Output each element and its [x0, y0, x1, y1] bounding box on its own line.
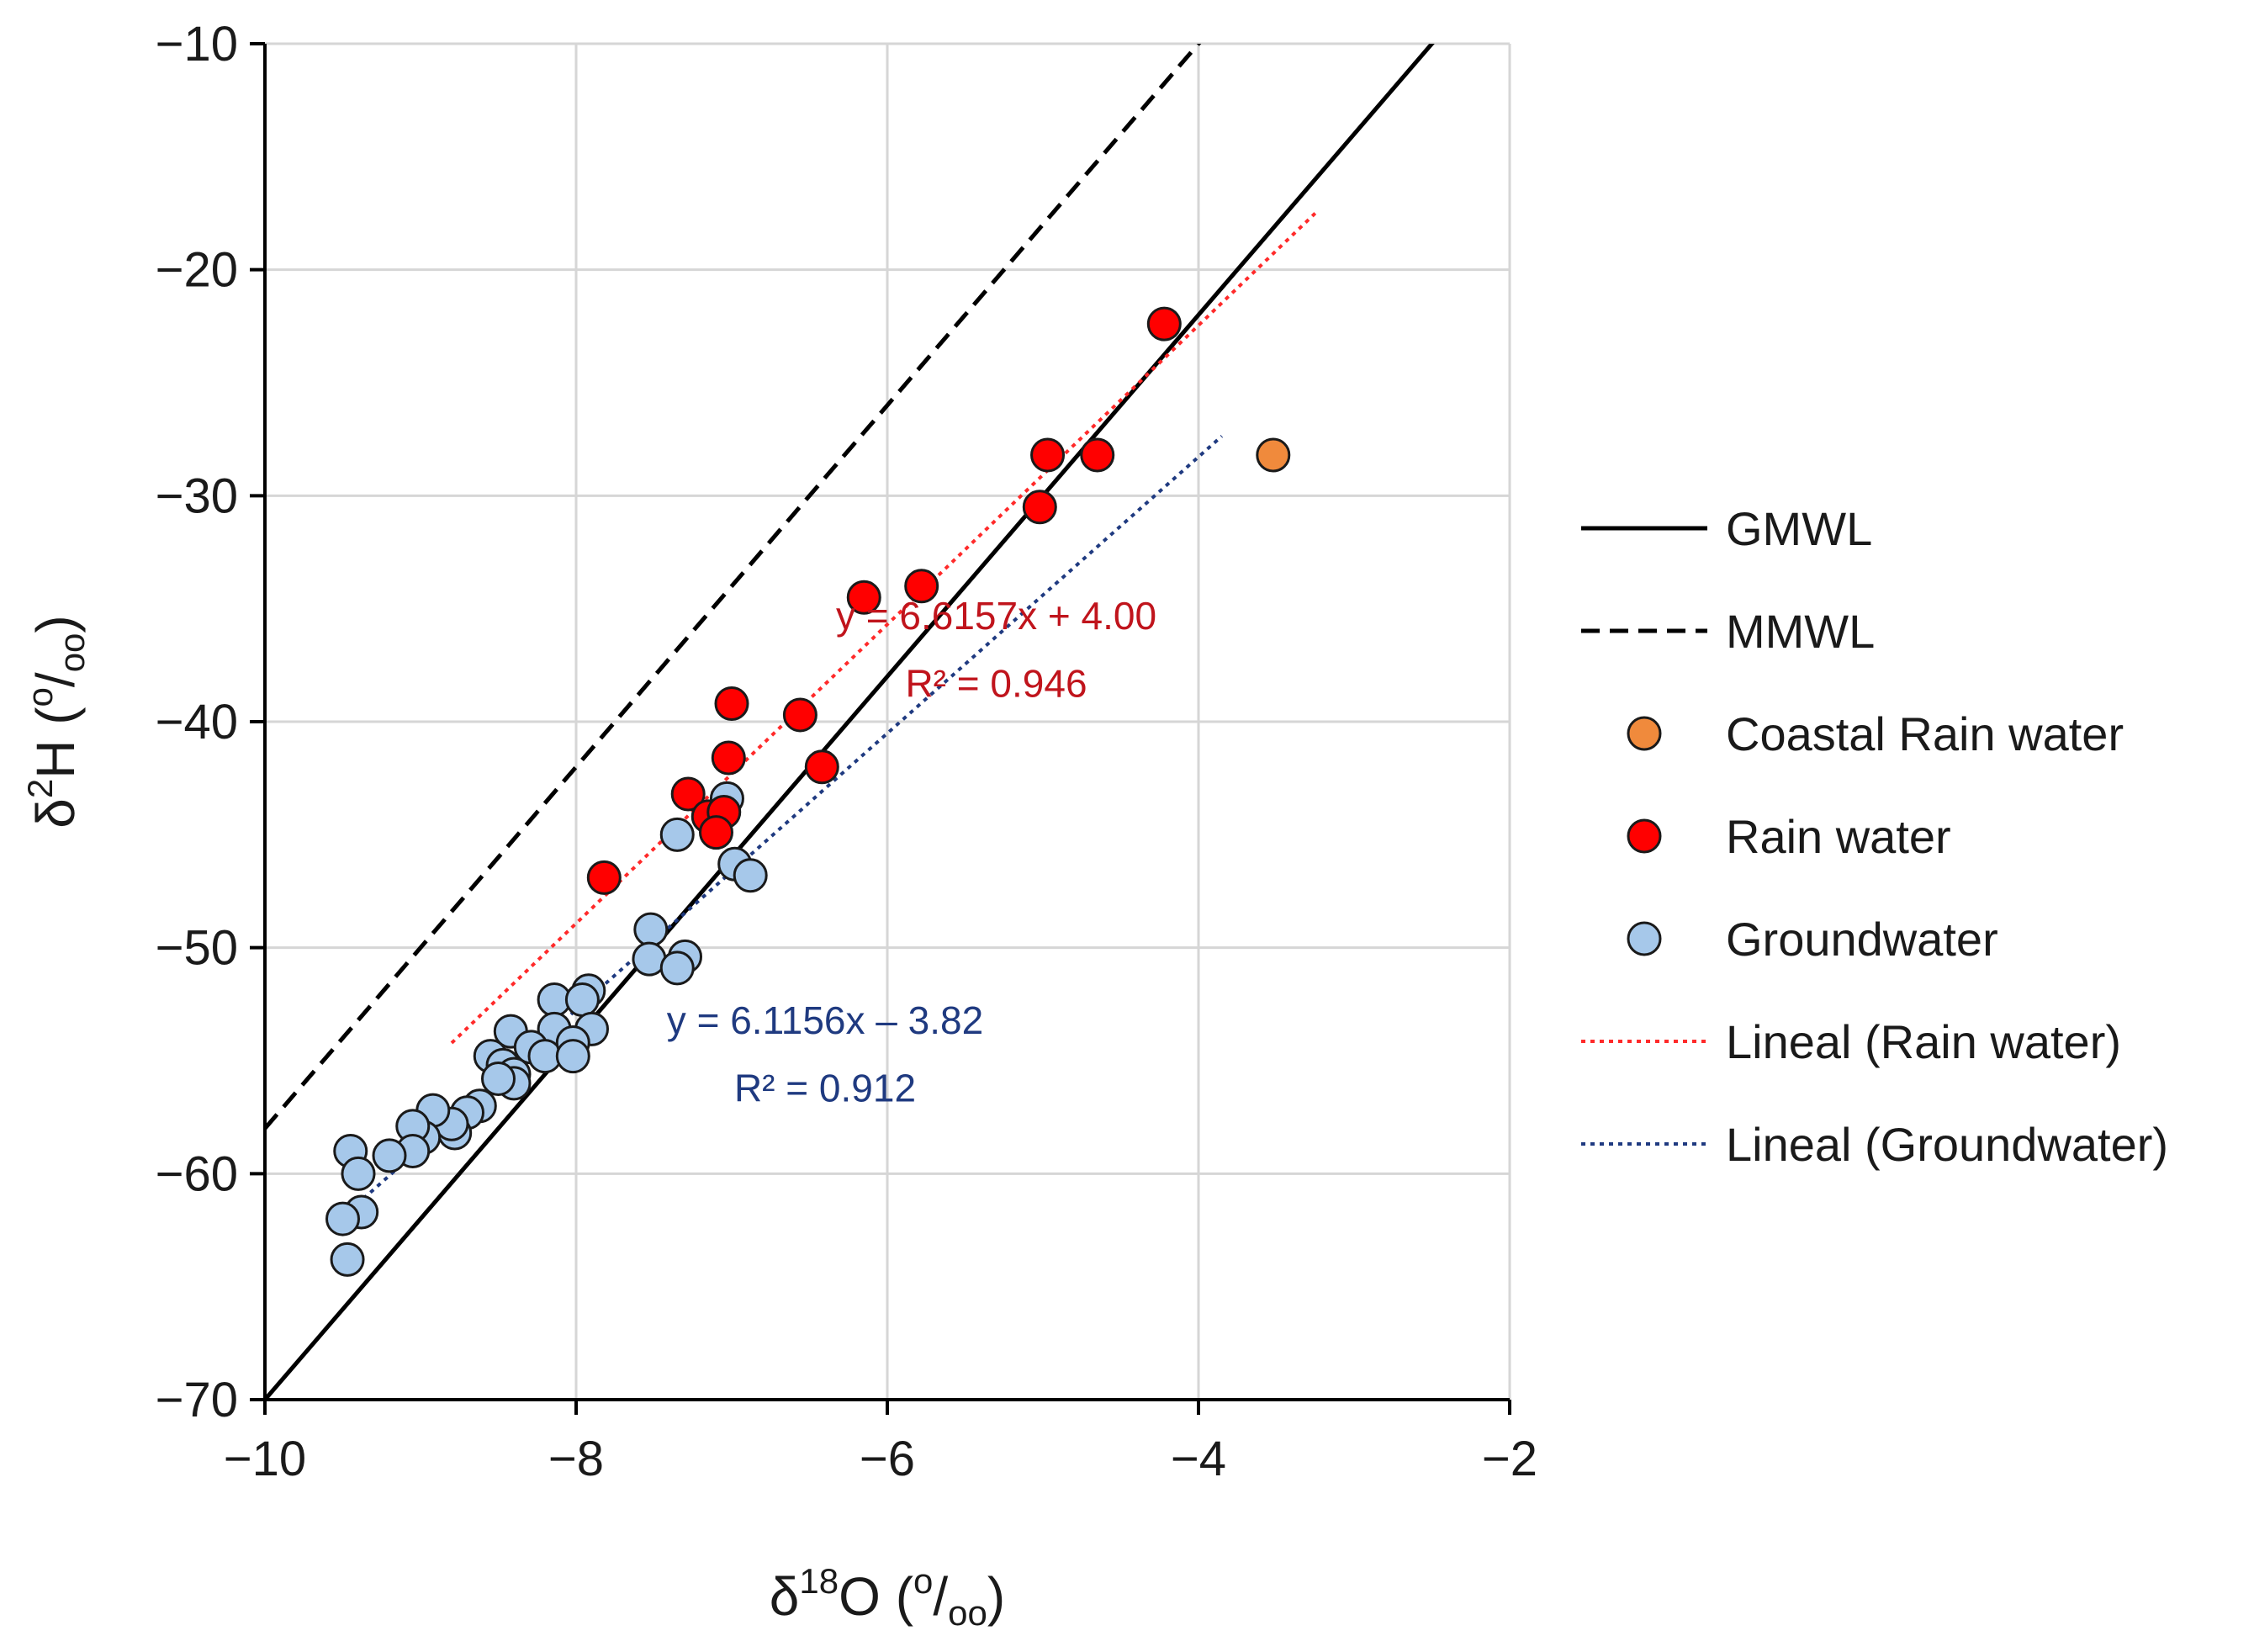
- x-axis-label-part: δ: [770, 1566, 800, 1627]
- legend-label: Rain water: [1726, 810, 1951, 863]
- point-groundwater: [330, 1242, 365, 1277]
- point-groundwater: [372, 1138, 407, 1173]
- point-rain-water: [846, 580, 881, 615]
- point-coastal-rain-water: [1256, 437, 1291, 473]
- legend: GMWL MMWL Coastal Rain water Rain water Grou…: [1581, 502, 2168, 1171]
- y-axis-label-part: 2: [20, 779, 60, 798]
- y-axis-label-part: oo: [52, 633, 92, 673]
- y-tick-label: −20: [156, 243, 238, 298]
- point-groundwater: [733, 858, 768, 893]
- x-axis-label-part: oo: [948, 1593, 987, 1633]
- y-tick-label: −30: [156, 469, 238, 523]
- line-mmwl: [265, 44, 1202, 1130]
- x-tick-label: −10: [224, 1432, 306, 1486]
- regression-label: y = 6.1156x – 3.82: [667, 998, 983, 1042]
- point-groundwater: [659, 817, 695, 852]
- x-tick-label: −6: [860, 1432, 915, 1486]
- y-axis-label-part: o: [20, 687, 60, 707]
- point-groundwater: [341, 1156, 376, 1191]
- axes: −10 −8 −6 −4 −2 −10 −20 −30 −40 −50 −60 −70: [156, 17, 1537, 1486]
- point-groundwater: [555, 1039, 590, 1074]
- point-rain-water: [782, 697, 817, 733]
- x-tick-label: −8: [548, 1432, 604, 1486]
- point-rain-water: [1022, 490, 1057, 525]
- x-tick-label: −4: [1171, 1432, 1226, 1486]
- y-axis-label-part: /: [25, 672, 86, 687]
- legend-label: GMWL: [1726, 502, 1872, 555]
- point-rain-water: [670, 776, 706, 812]
- point-rain-water: [711, 740, 746, 776]
- point-rain-water: [699, 815, 733, 850]
- point-groundwater: [633, 912, 669, 947]
- legend-swatch-marker: [1627, 716, 1662, 751]
- legend-swatch-marker: [1627, 921, 1662, 956]
- legend-label: Coastal Rain water: [1726, 707, 2124, 760]
- y-axis-label-part: H (: [25, 707, 86, 778]
- point-rain-water: [714, 686, 749, 722]
- point-rain-water: [1146, 306, 1182, 342]
- axis-labels: δ18O (o/oo)δ2H (o/oo): [20, 615, 1005, 1633]
- regression-label: R² = 0.946: [905, 661, 1087, 705]
- legend-label: MMWL: [1726, 605, 1875, 658]
- y-tick-label: −10: [156, 17, 238, 71]
- regression-annotations: y = 6.6157x + 4.00 R² = 0.946 y = 6.1156x …: [667, 594, 1156, 1110]
- y-tick-label: −40: [156, 695, 238, 749]
- regression-label: R² = 0.912: [734, 1066, 916, 1109]
- x-axis-label-part: /: [933, 1566, 948, 1627]
- y-tick-label: −60: [156, 1146, 238, 1201]
- y-axis-label-part: ): [25, 615, 86, 633]
- line-gmwl: [265, 44, 1435, 1400]
- x-axis-label-part: 18: [799, 1561, 839, 1601]
- point-rain-water: [586, 860, 622, 895]
- point-rain-water: [1080, 437, 1115, 473]
- legend-label: Groundwater: [1726, 913, 1998, 966]
- y-axis-label: δ2H (o/oo): [20, 615, 92, 828]
- y-tick-label: −70: [156, 1373, 238, 1427]
- y-axis-label-part: δ: [25, 798, 86, 829]
- point-groundwater: [325, 1201, 360, 1236]
- legend-label: Lineal (Groundwater): [1726, 1118, 2168, 1171]
- legend-swatch-marker: [1627, 818, 1662, 854]
- regression-label: y = 6.6157x + 4.00: [836, 594, 1156, 638]
- grid-lines: [265, 42, 1511, 1400]
- x-axis-label: δ18O (o/oo): [770, 1561, 1005, 1633]
- point-groundwater: [481, 1061, 516, 1096]
- x-axis-label-part: ): [987, 1566, 1005, 1627]
- y-tick-label: −50: [156, 921, 238, 976]
- point-groundwater: [564, 982, 600, 1017]
- point-rain-water: [1030, 437, 1066, 473]
- x-axis-label-part: O (: [839, 1566, 913, 1627]
- x-axis-label-part: o: [913, 1561, 933, 1601]
- legend-label: Lineal (Rain water): [1726, 1015, 2121, 1068]
- point-rain-water: [804, 749, 839, 785]
- x-tick-label: −2: [1482, 1432, 1537, 1486]
- point-groundwater: [659, 950, 695, 986]
- data-points: [325, 306, 1291, 1277]
- point-rain-water: [904, 569, 939, 604]
